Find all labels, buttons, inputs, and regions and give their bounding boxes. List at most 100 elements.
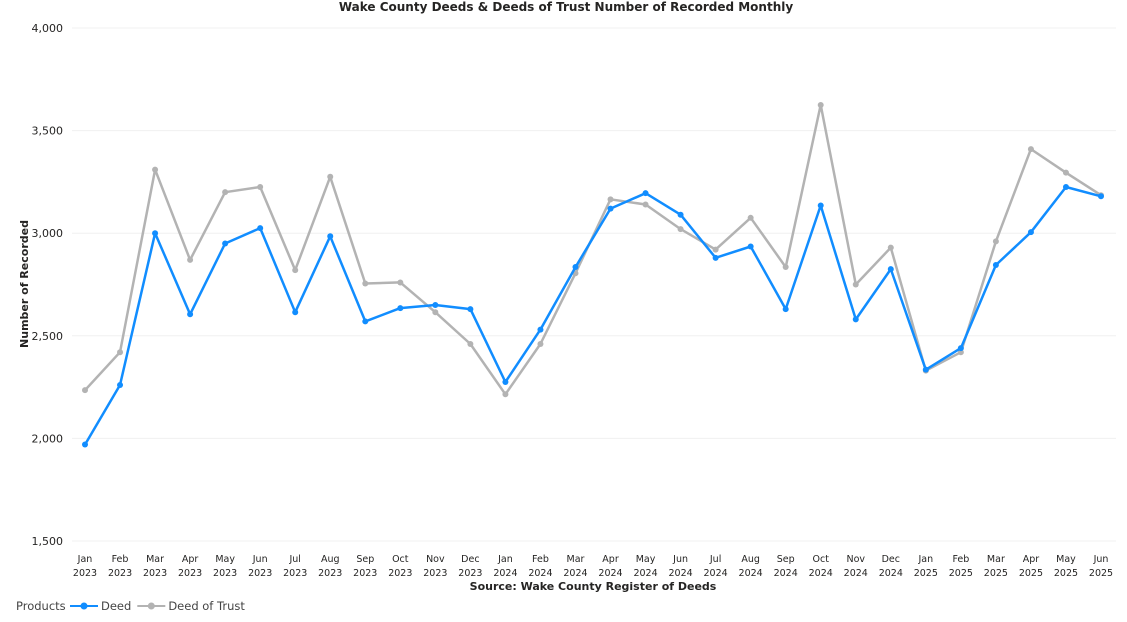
x-tick-year: 2024	[493, 568, 517, 579]
data-point[interactable]	[327, 173, 334, 180]
x-tick-month: Jan	[497, 554, 513, 565]
x-tick-month: Feb	[532, 554, 549, 565]
data-point[interactable]	[502, 378, 509, 385]
data-point[interactable]	[187, 311, 194, 318]
x-tick-year: 2024	[633, 568, 657, 579]
x-tick-year: 2024	[563, 568, 587, 579]
data-point[interactable]	[887, 244, 894, 251]
x-tick-month: Nov	[846, 554, 865, 565]
x-tick-year: 2023	[178, 568, 202, 579]
data-point[interactable]	[362, 318, 369, 325]
data-point[interactable]	[152, 166, 159, 173]
data-point[interactable]	[712, 254, 719, 261]
data-point[interactable]	[537, 341, 544, 348]
x-tick-month: Sep	[777, 554, 795, 565]
data-point[interactable]	[292, 309, 299, 316]
data-point[interactable]	[432, 309, 439, 316]
x-tick-month: Oct	[392, 554, 409, 565]
data-point[interactable]	[397, 279, 404, 286]
data-point[interactable]	[1027, 229, 1034, 236]
x-tick-year: 2023	[353, 568, 377, 579]
x-tick-month: May	[215, 554, 235, 565]
legend-swatch-marker	[80, 602, 88, 610]
data-point[interactable]	[467, 341, 474, 348]
y-tick-label: 2,000	[32, 432, 64, 445]
data-point[interactable]	[747, 243, 754, 250]
data-point[interactable]	[1062, 169, 1069, 176]
data-point[interactable]	[572, 264, 579, 271]
x-tick-month: Apr	[602, 554, 619, 565]
x-tick-year: 2024	[704, 568, 728, 579]
data-point[interactable]	[222, 189, 229, 196]
gridlines	[72, 27, 1116, 542]
data-point[interactable]	[362, 280, 369, 287]
data-point[interactable]	[187, 256, 194, 263]
data-point[interactable]	[817, 202, 824, 209]
data-point[interactable]	[432, 302, 439, 309]
data-point[interactable]	[957, 349, 964, 356]
data-point[interactable]	[642, 201, 649, 208]
data-point[interactable]	[607, 196, 614, 203]
data-point[interactable]	[397, 305, 404, 312]
data-point[interactable]	[82, 387, 88, 394]
data-point[interactable]	[782, 306, 789, 313]
x-tick-year: 2023	[423, 568, 447, 579]
x-tick-month: Aug	[321, 554, 340, 565]
data-point[interactable]	[677, 211, 684, 218]
data-point[interactable]	[852, 281, 859, 288]
data-point[interactable]	[782, 264, 789, 271]
data-point[interactable]	[852, 316, 859, 323]
data-point[interactable]	[642, 190, 649, 197]
x-tick-month: Apr	[1023, 554, 1040, 565]
x-axis-label: Source: Wake County Register of Deeds	[470, 580, 717, 593]
data-point[interactable]	[257, 184, 264, 191]
data-point[interactable]	[82, 441, 88, 448]
data-point[interactable]	[117, 382, 124, 389]
data-point[interactable]	[537, 326, 544, 333]
x-tick-year: 2024	[528, 568, 552, 579]
x-tick-month: May	[1056, 554, 1076, 565]
data-point[interactable]	[957, 345, 964, 352]
data-point[interactable]	[1098, 193, 1104, 200]
data-point[interactable]	[327, 233, 334, 240]
x-tick-year: 2025	[914, 568, 938, 579]
data-point[interactable]	[467, 306, 474, 313]
x-tick-year: 2023	[108, 568, 132, 579]
data-point[interactable]	[712, 246, 719, 253]
legend-item-deed-of-trust[interactable]: Deed of Trust	[137, 599, 245, 613]
data-point[interactable]	[257, 225, 264, 232]
x-tick-month: Jun	[252, 554, 268, 565]
y-tick-label: 3,000	[32, 227, 64, 240]
series-line	[84, 103, 1102, 396]
x-tick-year: 2025	[949, 568, 973, 579]
data-point[interactable]	[222, 240, 229, 247]
data-point[interactable]	[1027, 146, 1034, 153]
data-point[interactable]	[292, 267, 299, 274]
y-tick-label: 4,000	[32, 22, 64, 35]
data-point[interactable]	[677, 226, 684, 233]
data-point[interactable]	[117, 349, 124, 356]
data-point[interactable]	[992, 238, 999, 245]
legend[interactable]: Products Deed Deed of Trust	[16, 599, 245, 613]
x-tick-month: Jul	[709, 554, 721, 565]
data-point[interactable]	[152, 230, 159, 237]
legend-item-deed[interactable]: Deed	[70, 599, 131, 613]
data-point[interactable]	[607, 205, 614, 212]
x-tick-month: Mar	[567, 554, 585, 565]
data-point[interactable]	[1062, 184, 1069, 191]
x-tick-year: 2023	[143, 568, 167, 579]
x-tick-month: May	[636, 554, 656, 565]
x-tick-year: 2025	[1054, 568, 1078, 579]
x-tick-month: Dec	[461, 554, 479, 565]
data-point[interactable]	[502, 391, 509, 398]
x-tick-month: Mar	[146, 554, 164, 565]
data-point[interactable]	[817, 101, 824, 108]
data-point[interactable]	[992, 262, 999, 269]
x-tick-year: 2023	[73, 568, 97, 579]
data-point[interactable]	[747, 214, 754, 221]
x-tick-month: Jun	[672, 554, 688, 565]
data-point[interactable]	[887, 266, 894, 273]
data-point[interactable]	[922, 366, 929, 373]
